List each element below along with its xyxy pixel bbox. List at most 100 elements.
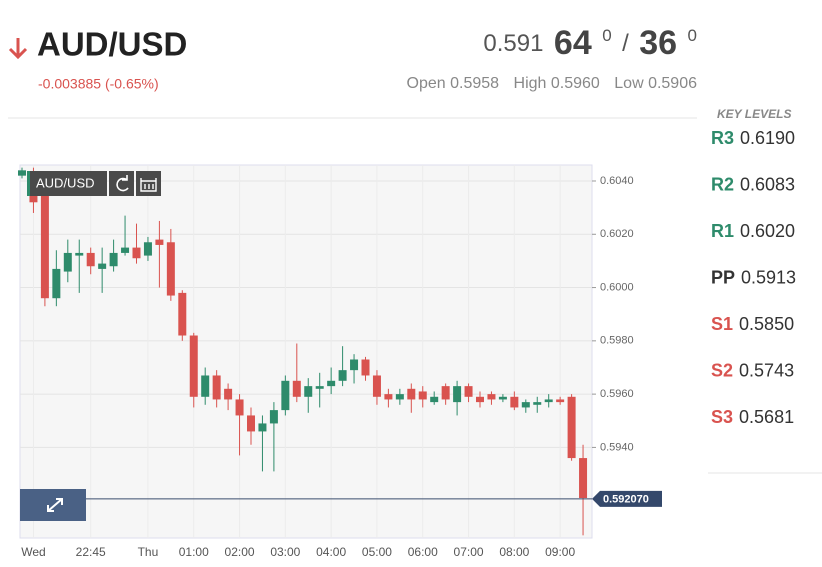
candle-body [453,386,462,403]
candle-body [247,415,255,432]
symbol-badge-accent [27,171,30,196]
candle-body [281,380,290,411]
candle-body [510,396,519,408]
level-name: R2 [711,174,734,194]
candle-body [418,391,427,400]
x-tick-label: Wed [21,545,45,559]
change: -0.003885 (-0.65%) [38,76,159,92]
price-main: 0.591 [483,30,543,57]
candle-body [556,399,565,403]
bid-sup: 0 [602,26,611,45]
calendar-button[interactable] [136,171,161,196]
candle-body [464,386,473,397]
y-tick-label: 0.5980 [600,335,634,347]
candle-body [350,359,359,371]
candle-body [166,242,175,296]
x-tick-label: 01:00 [179,545,209,559]
candle-body [533,402,542,405]
candle-body [155,239,164,245]
y-tick-label: 0.5940 [600,441,634,453]
open: Open 0.5958 [407,75,500,92]
x-tick-label: 08:00 [499,545,529,559]
key-level: S3 0.5681 [711,407,794,427]
calendar-icon [140,178,157,192]
candle-body [269,410,278,424]
candle-body [201,375,210,397]
candle-body [441,386,450,400]
x-tick-label: Thu [138,545,159,559]
candle-body [407,388,416,400]
level-value: 0.6083 [740,174,795,194]
candle-body [567,396,576,459]
level-value: 0.5850 [739,314,794,334]
level-name: S1 [711,314,733,334]
x-tick-label: 22:45 [76,545,106,559]
level-value: 0.5681 [739,407,794,427]
candle-body [430,396,439,403]
candle-body [121,247,130,253]
x-tick-label: 06:00 [408,545,438,559]
candle-body [235,399,244,416]
x-tick-label: 03:00 [270,545,300,559]
symbol-badge [27,171,107,196]
candle-body [384,394,393,400]
level-name: PP [711,267,735,287]
ask-sup: 0 [688,26,697,45]
candle-body [544,399,553,403]
price-tag-label: 0.592070 [603,494,649,506]
candle-body [304,386,313,397]
candle-body [18,170,26,176]
candle-body [521,402,530,408]
candle-body [498,396,507,400]
candle-body [315,386,324,389]
price-tag [592,490,662,507]
candle-body [109,252,118,267]
chart: 0.5940 0.5960 0.5980 0.6000 0.6020 0.6040 Wed 2… [18,164,662,559]
y-tick-label: 0.6000 [600,281,634,293]
level-name: R3 [711,128,734,148]
y-tick-label: 0.6020 [600,228,634,240]
level-value: 0.6020 [740,221,795,241]
level-value: 0.5743 [739,360,794,380]
level-name: S2 [711,360,733,380]
candle-body [86,252,95,267]
expand-button[interactable] [20,489,86,521]
level-name: S3 [711,407,733,427]
bid-big: 64 [554,24,592,62]
y-tick-label: 0.6040 [600,175,634,187]
candle-body [132,247,141,259]
candle-body [487,394,496,400]
x-tick-label: 04:00 [316,545,346,559]
symbol: AUD/USD [37,26,187,63]
key-level: S1 0.5850 [711,314,794,334]
candle-body [52,268,61,299]
y-tick-label: 0.5960 [600,388,634,400]
high: High 0.5960 [514,75,600,92]
ask-big: 36 [639,24,677,62]
candle-body [579,458,588,499]
key-levels: R3 0.6190 R2 0.6083 R1 0.6020 PP 0.5913 S1 0.5850… [711,128,796,427]
key-level: R3 0.6190 [711,128,795,148]
x-tick-label: 05:00 [362,545,392,559]
x-tick-label: 09:00 [545,545,575,559]
level-name: R1 [711,221,734,241]
candle-body [361,359,370,376]
candle-body [75,252,84,256]
down-arrow [8,38,28,60]
key-level: PP 0.5913 [711,267,796,287]
candle-body [372,375,381,397]
symbol-badge-label: AUD/USD [36,175,95,190]
candle-body [212,375,221,400]
level-value: 0.5913 [741,267,796,287]
level-value: 0.6190 [740,128,795,148]
candle-body [258,423,267,432]
separator: / [622,30,629,57]
ohl: Open 0.5958 High 0.5960 Low 0.5906 [407,75,698,92]
candle-body [224,388,233,400]
candle-body [178,292,187,336]
refresh-button[interactable] [109,171,134,196]
key-level: R1 0.6020 [711,221,795,241]
candle-body [143,242,152,256]
